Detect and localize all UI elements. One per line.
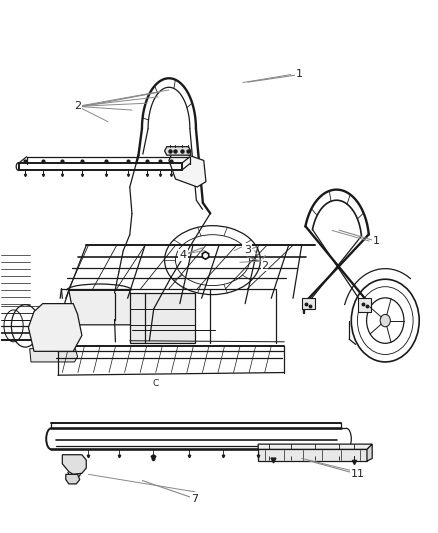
Polygon shape bbox=[30, 349, 78, 362]
Text: 2: 2 bbox=[261, 261, 268, 271]
Polygon shape bbox=[130, 293, 195, 343]
Polygon shape bbox=[258, 444, 372, 449]
Polygon shape bbox=[28, 304, 82, 351]
Text: 4: 4 bbox=[180, 250, 187, 260]
Polygon shape bbox=[169, 150, 206, 187]
Text: 2: 2 bbox=[74, 101, 81, 111]
Polygon shape bbox=[69, 290, 136, 325]
Text: 1: 1 bbox=[373, 236, 380, 246]
Polygon shape bbox=[358, 298, 371, 312]
Text: 1: 1 bbox=[296, 69, 303, 79]
Text: 3: 3 bbox=[244, 245, 251, 255]
Text: 7: 7 bbox=[191, 494, 198, 504]
Polygon shape bbox=[66, 474, 80, 484]
Circle shape bbox=[380, 314, 390, 327]
Polygon shape bbox=[258, 449, 367, 461]
Polygon shape bbox=[62, 455, 86, 474]
Text: 11: 11 bbox=[351, 470, 365, 479]
Text: C: C bbox=[153, 378, 159, 387]
Polygon shape bbox=[165, 147, 191, 155]
Polygon shape bbox=[302, 298, 315, 309]
Polygon shape bbox=[367, 444, 372, 461]
